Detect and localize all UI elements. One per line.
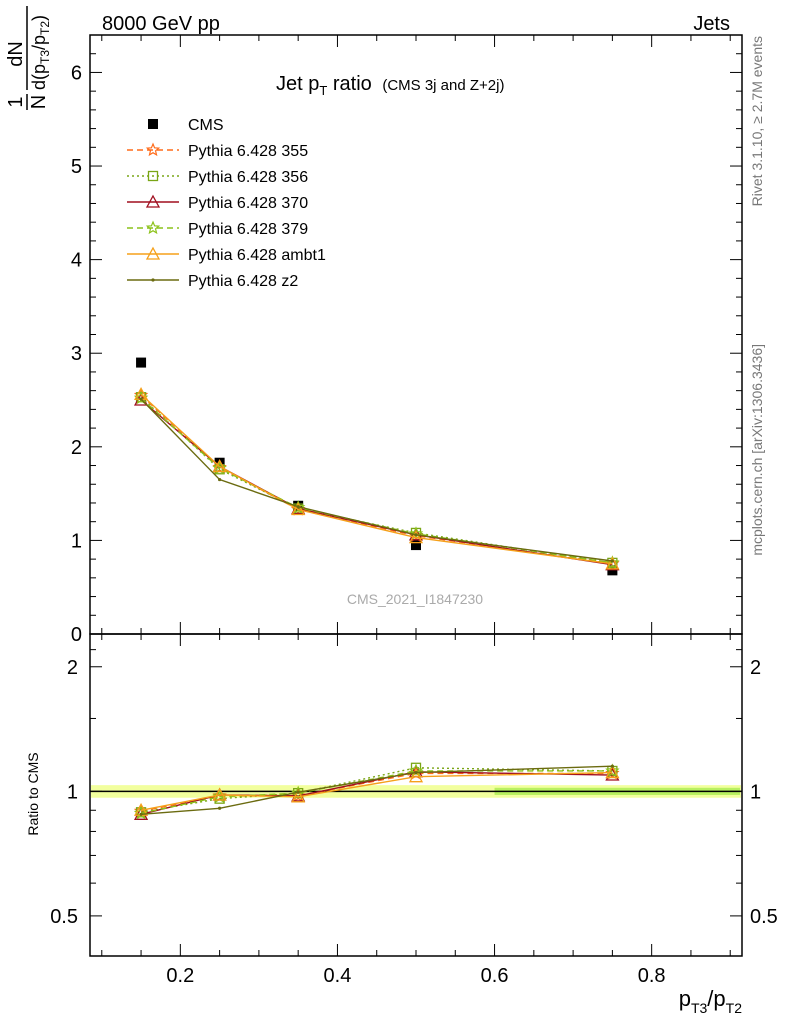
- main-series-line: [140, 397, 613, 564]
- legend-marker: [147, 170, 159, 182]
- ratio-tick-label-left: 2: [67, 657, 78, 679]
- main-data-point: [408, 526, 424, 540]
- y-frac-den: N: [28, 95, 50, 109]
- y-tick-label: 6: [71, 62, 82, 84]
- y-tick-label: 5: [71, 156, 82, 178]
- title-main-sub: T: [319, 83, 327, 98]
- x-tick-label: 0.4: [324, 965, 352, 987]
- legend-label: Pythia 6.428 z2: [188, 273, 298, 290]
- main-data-point: [408, 530, 424, 544]
- main-data-point: [212, 459, 227, 473]
- chart-title: Jet pT ratio (CMS 3j and Z+2j): [276, 73, 504, 98]
- main-data-point: [136, 357, 147, 368]
- ratio-tick-label-left: 1: [67, 781, 78, 803]
- y-tick-label: 2: [71, 437, 82, 459]
- y-tick-label: 0: [71, 624, 82, 646]
- axes-frame: 0 1 2 3 4 5 6 0.5 0.5 1 1 2 2 0.2 0.4 0.6 0.8: [50, 34, 778, 987]
- main-series-line: [140, 399, 613, 566]
- ratio-data-point: [214, 793, 225, 804]
- ratio-data-point: [296, 790, 300, 794]
- legend-label: Pythia 6.428 379: [188, 221, 308, 238]
- main-series-line: [140, 396, 613, 564]
- legend-label: Pythia 6.428 370: [188, 195, 308, 212]
- ratio-tick-label-right: 0.5: [750, 906, 778, 928]
- legend-marker: [148, 119, 158, 129]
- legend-marker: [151, 278, 155, 282]
- main-data-point: [605, 556, 620, 570]
- x-tick-label: 0.8: [638, 965, 666, 987]
- main-data-point: [610, 559, 614, 563]
- main-series: [133, 387, 620, 570]
- y-axis-label-top: 1 N dN d(pT3/pT2): [5, 6, 52, 110]
- x-tick-label: 0.2: [166, 965, 194, 987]
- main-data-point: [414, 533, 418, 537]
- main-data-point: [411, 540, 421, 551]
- main-series-line: [140, 394, 613, 565]
- main-data-point: [291, 502, 306, 516]
- y-tick-label: 3: [71, 343, 82, 365]
- ratio-series-line: [140, 771, 613, 811]
- main-series: [133, 390, 620, 569]
- y-tick-label: 1: [71, 530, 82, 552]
- main-series: [135, 392, 618, 569]
- title-small: (CMS 3j and Z+2j): [382, 77, 504, 94]
- x-axis-label: pT3/pT2: [679, 986, 743, 1016]
- legend-marker: [145, 246, 161, 260]
- header-left-label: 8000 GeV pp: [102, 13, 220, 35]
- main-series: [133, 387, 620, 570]
- main-series: [139, 397, 614, 563]
- ratio-tick-label-right: 2: [750, 657, 761, 679]
- main-series-line: [140, 398, 613, 562]
- y-tick-label: 4: [71, 250, 82, 272]
- mcplots-label: mcplots.cern.ch [arXiv:1306.3436]: [749, 344, 765, 556]
- ratio-data-point: [139, 812, 143, 816]
- title-main-tail: ratio: [327, 73, 371, 95]
- ratio-data-point: [605, 765, 620, 779]
- x-tick-label: 0.6: [481, 965, 509, 987]
- y-axis-label-ratio: Ratio to CMS: [25, 752, 41, 835]
- header-right-label: Jets: [693, 13, 730, 35]
- analysis-watermark: CMS_2021_I1847230: [347, 591, 483, 607]
- title-main: Jet p: [276, 73, 319, 95]
- legend-marker: [145, 220, 161, 235]
- main-data-point: [139, 397, 143, 401]
- ratio-series: [133, 765, 620, 816]
- rivet-label: Rivet 3.1.10, ≥ 2.7M events: [749, 36, 765, 206]
- ratio-data-point: [414, 770, 418, 775]
- ratio-data-point: [605, 763, 620, 778]
- legend-label: Pythia 6.428 355: [188, 143, 308, 160]
- series-layer: [133, 357, 620, 820]
- ratio-data-point: [291, 789, 306, 803]
- ratio-tick-label-left: 0.5: [50, 906, 78, 928]
- legend: CMS Pythia 6.428 355 Pythia 6.428 356 Pythi…: [127, 117, 326, 290]
- main-data-point: [218, 477, 222, 482]
- main-series-line: [140, 393, 613, 565]
- legend-label: Pythia 6.428 ambt1: [188, 247, 326, 264]
- ratio-data-point: [212, 787, 227, 801]
- main-series: [136, 357, 618, 576]
- ratio-data-point: [218, 806, 222, 810]
- ratio-data-point: [610, 764, 614, 768]
- main-data-point: [296, 505, 300, 509]
- ratio-series: [139, 764, 614, 816]
- ratio-tick-label-right: 1: [750, 781, 761, 803]
- legend-label: CMS: [188, 117, 224, 134]
- legend-marker: [145, 194, 161, 208]
- y-d-num: dN: [5, 41, 27, 67]
- legend-marker: [145, 142, 161, 157]
- main-series: [133, 392, 620, 571]
- y-frac-num: 1: [5, 96, 27, 107]
- legend-label: Pythia 6.428 356: [188, 169, 308, 186]
- y-d-den: d(pT3/pT2): [29, 15, 52, 90]
- ratio-data-point: [408, 769, 424, 783]
